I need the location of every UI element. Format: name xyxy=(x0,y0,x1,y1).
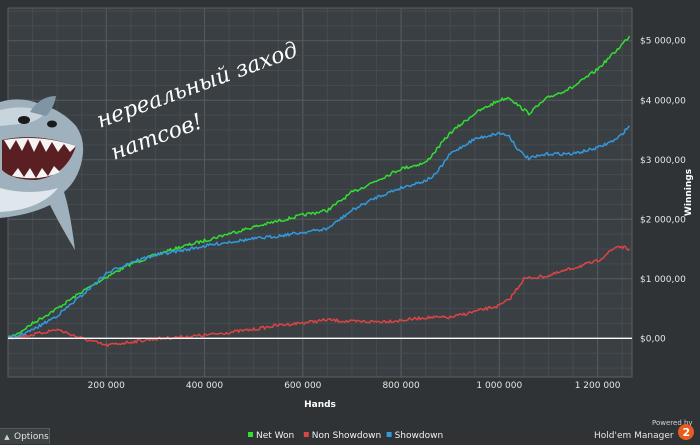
y-tick-label: $4 000,00 xyxy=(640,96,686,106)
x-tick-label: 400 000 xyxy=(186,381,223,391)
plot-area xyxy=(8,8,632,377)
x-tick-label: 200 000 xyxy=(88,381,125,391)
y-tick-label: $1 000,00 xyxy=(640,275,686,285)
y-axis-title: Winnings xyxy=(684,169,694,216)
x-tick-label: 800 000 xyxy=(382,381,419,391)
x-axis-title: Hands xyxy=(304,400,336,410)
series-line-showdown xyxy=(7,125,631,339)
legend-label: Showdown xyxy=(395,431,444,441)
options-label: Options xyxy=(14,432,49,442)
y-axis-ticks: $0,00 $1 000,00 $2 000,00 $3 000,00 $4 000,0… xyxy=(640,37,686,345)
legend-swatch xyxy=(248,432,253,437)
shark-image xyxy=(0,96,84,250)
brand-name: Hold'em Manager xyxy=(594,431,674,441)
legend-label: Non Showdown xyxy=(312,431,381,441)
legend: Net Won Non Showdown Showdown xyxy=(248,431,443,441)
brand-logo-icon xyxy=(678,424,694,440)
brand-version: 2 xyxy=(683,426,691,439)
x-tick-label: 1 000 000 xyxy=(476,381,522,391)
legend-label: Net Won xyxy=(256,431,294,441)
x-tick-label: 1 200 000 xyxy=(575,381,621,391)
series-line-non-showdown xyxy=(7,245,631,348)
chevron-up-icon: ▲ xyxy=(4,433,10,441)
series-line-net-won xyxy=(7,35,631,340)
y-tick-label: $2 000,00 xyxy=(640,215,686,225)
options-button[interactable]: ▲ Options xyxy=(0,428,50,444)
y-tick-label: $3 000,00 xyxy=(640,156,686,166)
legend-swatch xyxy=(303,432,309,437)
legend-swatch xyxy=(386,432,392,437)
brand-badge: Powered by Hold'em Manager 2 xyxy=(594,419,694,441)
powered-by-text: Powered by xyxy=(652,419,693,427)
grid xyxy=(7,7,633,378)
x-axis-ticks: 200 000 400 000 600 000 800 000 1 000 000 1 2… xyxy=(88,381,621,391)
y-tick-label: $5 000,00 xyxy=(640,37,686,47)
series-lines xyxy=(7,35,631,348)
y-tick-label: $0,00 xyxy=(640,334,666,344)
x-tick-label: 600 000 xyxy=(284,381,321,391)
